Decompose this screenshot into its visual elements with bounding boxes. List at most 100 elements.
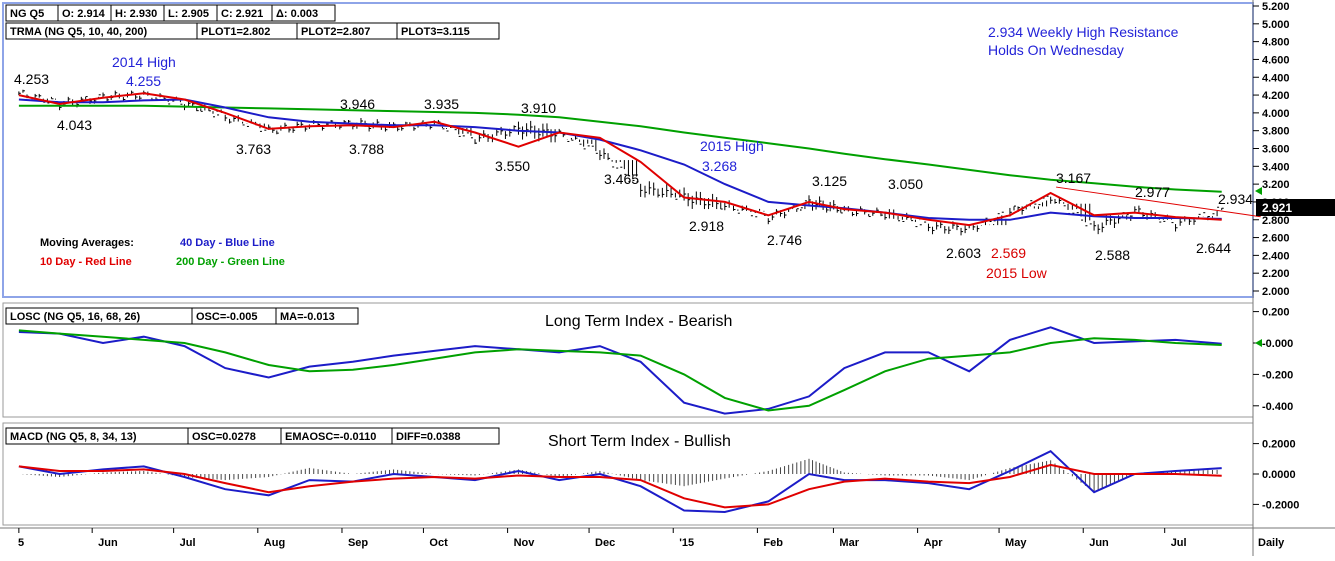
price-bar — [546, 123, 549, 137]
header-cell — [275, 307, 359, 325]
price-bar — [542, 123, 545, 137]
x-tick-label: Oct — [429, 537, 448, 549]
price-tick-label: 2.600 — [1262, 233, 1290, 245]
macd-plot — [18, 449, 1222, 514]
price-bar — [22, 89, 25, 93]
price-bar — [657, 188, 661, 198]
last-price-tag: 2.921 — [1256, 199, 1335, 216]
price-bar — [1170, 219, 1174, 224]
price-bar — [583, 139, 586, 150]
price-bar — [50, 96, 54, 100]
headers[interactable]: NG Q5 O: 2.914 H: 2.930 L: 2.905 C: 2.921 Δ: … — [5, 4, 500, 445]
price-bar — [1211, 213, 1215, 218]
losc-marker — [1255, 339, 1262, 347]
price-bar — [135, 94, 138, 100]
price-bar — [687, 193, 691, 207]
price-bar — [517, 121, 521, 135]
price-bar — [884, 212, 888, 220]
price-bar — [566, 139, 570, 142]
price-bar — [919, 219, 922, 226]
header-text: Δ: 0.003 — [276, 8, 318, 20]
price-bar — [619, 160, 623, 168]
price-annotation: 4.043 — [57, 117, 92, 133]
price-bar — [603, 148, 606, 159]
price-annotation: 2.934 — [1218, 191, 1253, 207]
price-bar — [1046, 195, 1049, 207]
x-tick-label: Nov — [514, 537, 536, 549]
price-bar — [615, 160, 619, 169]
price-bar — [483, 130, 486, 139]
header-text: O: 2.914 — [62, 8, 106, 20]
price-bar — [1050, 196, 1053, 204]
price-annotation: 2015 High — [700, 138, 764, 154]
price-tick-label: 4.800 — [1262, 37, 1290, 49]
axes: 5.200 5.000 4.800 4.600 4.400 4.200 4.000 3.800… — [18, 1, 1299, 549]
price-bar — [229, 118, 232, 124]
header-cell — [271, 4, 336, 22]
price-bar — [1113, 218, 1117, 228]
trend-line — [1056, 186, 1261, 218]
x-tick-label: Jun — [98, 537, 118, 549]
price-bar — [716, 197, 719, 210]
x-tick-label: Jul — [180, 537, 196, 549]
price-bar — [927, 223, 931, 232]
legend-title: Moving Averages: — [40, 237, 134, 249]
header-text: MACD (NG Q5, 8, 34, 13) — [10, 431, 137, 443]
price-bar — [114, 90, 118, 96]
price-bar — [500, 126, 504, 135]
x-tick-label: Dec — [595, 537, 615, 549]
price-bar — [868, 213, 871, 218]
price-bar — [648, 181, 652, 195]
ma40-line — [18, 98, 1222, 221]
price-bar — [636, 160, 639, 183]
price-bar — [224, 114, 228, 122]
period-label[interactable]: Daily — [1258, 537, 1285, 549]
price-bar — [808, 195, 811, 205]
x-tick-label: Sep — [348, 537, 368, 549]
ma200-marker — [1255, 187, 1262, 195]
price-bar — [901, 216, 905, 222]
price-bar — [587, 139, 590, 147]
price-annotation: 2.644 — [1196, 240, 1231, 256]
price-tick-label: 2.800 — [1262, 215, 1290, 227]
price-bar — [1037, 204, 1041, 209]
price-bar — [1013, 205, 1016, 211]
legend-blue: 40 Day - Blue Line — [180, 237, 275, 249]
price-bar — [993, 220, 996, 226]
ma200-line — [18, 104, 1222, 193]
price-bar — [944, 226, 947, 234]
price-bar — [1202, 212, 1206, 217]
x-tick-label: May — [1005, 537, 1027, 549]
price-bar — [644, 185, 647, 198]
price-tick-label: 4.400 — [1262, 72, 1290, 84]
price-bar — [666, 183, 669, 198]
price-bar — [246, 123, 249, 127]
price-bar — [595, 139, 598, 154]
price-bar — [964, 225, 968, 234]
price-bar — [504, 131, 508, 139]
price-bar — [200, 108, 203, 112]
price-annotation: 2.746 — [767, 232, 802, 248]
price-plot: 4.253 2014 High 4.255 4.043 3.763 3.946 3.788 3… — [14, 54, 1261, 281]
price-annotation: 3.910 — [521, 100, 556, 116]
price-bar — [632, 160, 635, 181]
header-text: PLOT1=2.802 — [201, 26, 270, 38]
price-tick-label: 5.200 — [1262, 1, 1290, 13]
header-text: OSC=0.0278 — [192, 431, 256, 443]
price-bar — [897, 216, 901, 222]
price-panel-frame — [2, 2, 1254, 298]
price-bar — [627, 160, 631, 182]
header-text: LOSC (NG Q5, 16, 68, 26) — [10, 311, 141, 323]
price-bar — [670, 187, 674, 198]
price-bar — [1216, 206, 1220, 217]
x-tick-label: Jun — [1089, 537, 1109, 549]
price-bar — [1097, 224, 1101, 235]
legend-red: 10 Day - Red Line — [40, 256, 132, 268]
price-bar — [989, 221, 992, 226]
price-bar — [784, 211, 787, 219]
resistance-note-line2: Holds On Wednesday — [988, 42, 1124, 58]
price-bar — [522, 126, 525, 140]
price-bar — [1093, 220, 1097, 231]
price-bar — [976, 225, 980, 232]
